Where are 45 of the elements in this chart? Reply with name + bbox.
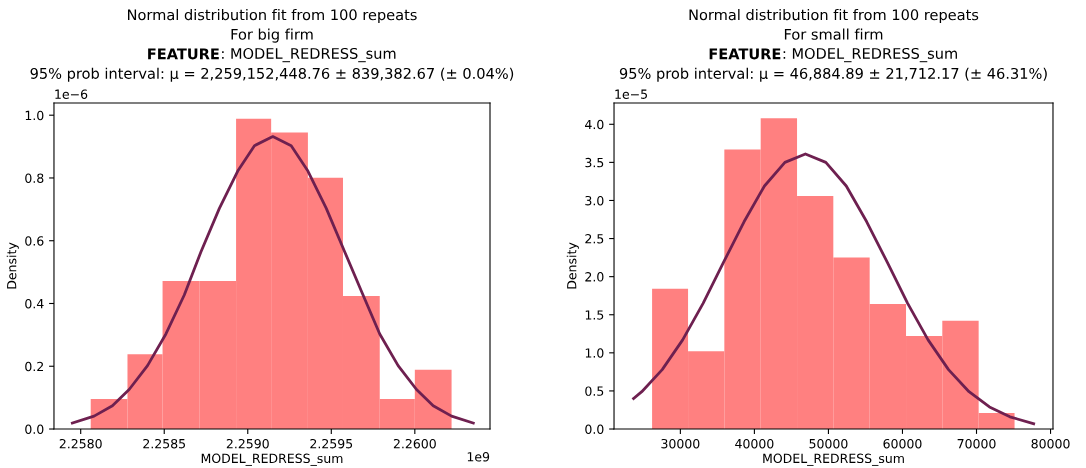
line-series: [70, 135, 475, 425]
x-tick-label: 2.2585: [143, 438, 186, 449]
y-tick-label: 2.0: [585, 272, 604, 282]
text: 95% prob interval: μ = 2,259,152,448.76 ± 839,382.67 (± 0.04%): [30, 67, 514, 82]
x-tick-label: 50000: [809, 438, 848, 449]
x-tick-label: 2.2600: [393, 438, 436, 449]
x-tick-label: 80000: [1031, 438, 1070, 449]
y-tick-label: 1.5: [585, 310, 604, 320]
text: FEATURE: [709, 48, 781, 60]
chart-title: Normal distribution fit from 100 repeats: [689, 8, 979, 24]
text: 1e−6: [55, 89, 88, 99]
y-tick-label: 1.0: [25, 110, 44, 121]
text: 1e9: [467, 452, 490, 462]
chart-subtitle: For small firm: [784, 28, 883, 40]
y-tick-label: 0.2: [25, 361, 43, 372]
y-tick-label: 4.0: [585, 119, 604, 130]
y-tick-label: 0.0: [25, 424, 44, 434]
y-tick-label: 0.8: [25, 173, 44, 183]
y-tick-label: 2.5: [585, 234, 604, 244]
x-tick-label: 60000: [883, 438, 922, 449]
text: 1e−5: [615, 89, 647, 99]
y-axis-title: Density: [566, 242, 579, 289]
y-tick-label: 3.5: [585, 157, 604, 168]
x-tick-label: 70000: [957, 438, 996, 449]
x-axis-title: MODEL_REDRESS_sum: [763, 453, 904, 466]
y-tick-label: 0.4: [25, 298, 44, 309]
text: : MODEL_REDRESS_sum: [222, 47, 396, 63]
x-tick-label: 30000: [661, 438, 700, 449]
y-tick-label: 0.0: [585, 424, 604, 434]
x-tick-label: 40000: [735, 438, 774, 449]
x-tick-label: 2.2595: [310, 438, 353, 449]
chart-title: Normal distribution fit from 100 repeats: [128, 8, 417, 24]
text: : MODEL_REDRESS_sum: [783, 47, 957, 63]
text: 95% prob interval: μ = 46,884.89 ± 21,712.17 (± 46.31%): [619, 67, 1047, 82]
text: FEATURE: [148, 48, 219, 60]
y-tick-label: 0.5: [585, 386, 604, 396]
y-tick-label: 1.0: [585, 348, 604, 358]
x-tick-label: 2.2590: [226, 438, 269, 449]
y-tick-label: 3.0: [585, 195, 604, 206]
y-tick-label: 0.6: [25, 236, 44, 246]
x-axis-title: MODEL_REDRESS_sum: [201, 453, 343, 466]
y-axis-title: Density: [6, 242, 19, 289]
x-tick-label: 2.2580: [59, 438, 102, 449]
line-series: [632, 152, 1036, 426]
chart-subtitle: For big firm: [231, 28, 313, 43]
